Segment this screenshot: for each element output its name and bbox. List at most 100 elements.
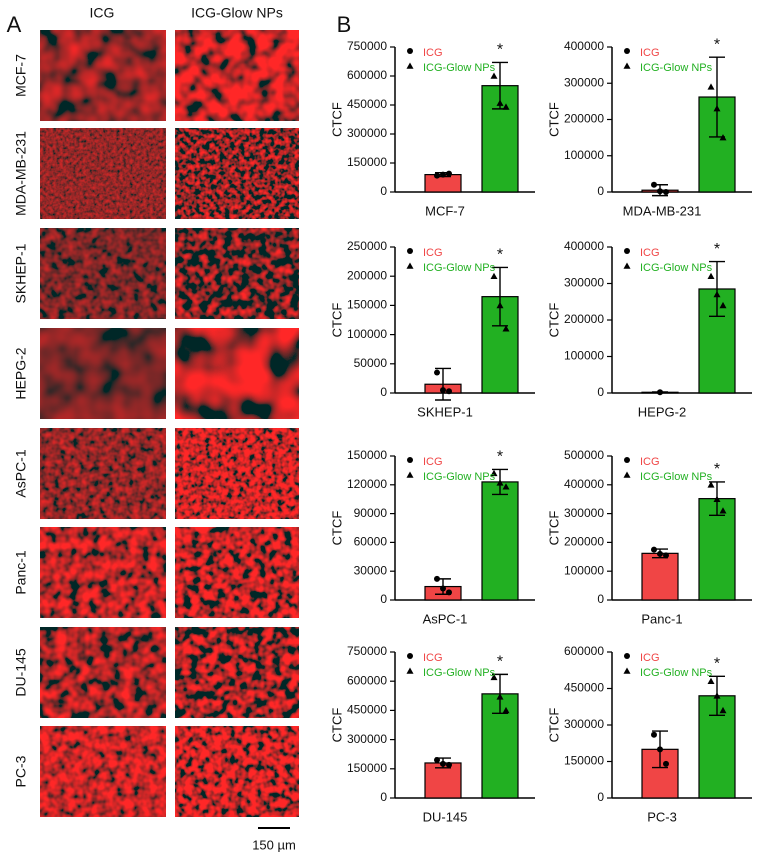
legend-marker: [407, 653, 413, 659]
y-tick-label: 400000: [564, 239, 604, 253]
micrograph: [40, 428, 166, 519]
annotation: *: [714, 656, 720, 673]
micrograph: [40, 726, 166, 817]
micrograph: [40, 128, 166, 219]
data-point: [490, 673, 498, 681]
data-point: [434, 575, 440, 582]
column-header: ICG: [90, 5, 115, 21]
bar: [424, 762, 462, 799]
legend-label: ICG-Glow NPs: [640, 262, 713, 274]
data-point: [663, 189, 669, 195]
row-label: PC-3: [13, 755, 29, 787]
legend-label: ICG: [640, 47, 660, 59]
annotation: *: [714, 36, 720, 53]
x-axis-title: MDA-MB-231: [623, 203, 702, 218]
y-tick-label: 150000: [347, 448, 387, 462]
data-point: [496, 301, 504, 309]
data-point: [446, 388, 452, 395]
data-point: [651, 546, 657, 553]
y-tick-label: 0: [597, 592, 604, 606]
legend-label: ICG-Glow NPs: [423, 262, 496, 274]
data-point: [713, 105, 721, 112]
data-point: [657, 746, 663, 753]
data-point: [490, 272, 498, 279]
x-axis-title: DU-145: [423, 809, 468, 824]
y-tick-label: 450000: [347, 97, 387, 111]
y-tick-label: 0: [380, 790, 387, 804]
y-axis-title: CTCF: [546, 511, 561, 546]
x-axis-title: AsPC-1: [423, 611, 468, 626]
y-tick-label: 600000: [347, 673, 387, 687]
annotation: *: [714, 241, 720, 258]
annotation: *: [497, 42, 503, 59]
data-point: [713, 495, 721, 502]
y-tick-label: 50000: [354, 356, 388, 370]
micrograph: [40, 328, 166, 419]
panel-label: B: [337, 12, 352, 37]
y-tick-label: 0: [597, 184, 604, 198]
y-tick-label: 500000: [564, 448, 604, 462]
micrograph: [175, 30, 299, 121]
y-axis-title: CTCF: [329, 102, 344, 137]
y-axis-title: CTCF: [329, 303, 344, 338]
row-label: Panc-1: [13, 550, 29, 595]
legend-marker: [623, 667, 631, 674]
data-point: [434, 369, 440, 376]
micrograph: [175, 527, 299, 618]
data-point: [446, 170, 452, 177]
legend-marker: [406, 262, 414, 269]
panel-label: A: [7, 12, 22, 37]
micrograph: [175, 328, 299, 419]
x-axis-title: HEPG-2: [638, 404, 686, 419]
legend-label: ICG-Glow NPs: [423, 62, 496, 74]
micrograph: [175, 627, 299, 718]
y-tick-label: 60000: [354, 535, 388, 549]
legend-marker: [624, 248, 630, 254]
column-header: ICG-Glow NPs: [191, 5, 283, 21]
data-point: [446, 589, 452, 596]
y-tick-label: 300000: [564, 717, 604, 731]
legend-marker: [624, 653, 630, 659]
row-label: AsPC-1: [13, 449, 29, 497]
data-point: [496, 99, 504, 106]
data-point: [707, 272, 715, 279]
y-tick-label: 90000: [354, 506, 388, 520]
data-point: [651, 181, 657, 188]
legend-label: ICG-Glow NPs: [423, 667, 496, 679]
data-point: [663, 760, 669, 767]
micrograph: [175, 128, 299, 219]
y-tick-label: 750000: [347, 644, 387, 658]
micrograph: [40, 527, 166, 618]
y-tick-label: 0: [380, 385, 387, 399]
annotation: *: [714, 461, 720, 478]
y-tick-label: 400000: [564, 477, 604, 491]
data-point: [502, 103, 510, 110]
y-tick-label: 600000: [347, 68, 387, 82]
legend-marker: [623, 62, 631, 69]
data-point: [707, 83, 715, 90]
legend-marker: [406, 667, 414, 674]
data-point: [440, 171, 446, 178]
y-tick-label: 300000: [347, 732, 387, 746]
y-tick-label: 30000: [354, 563, 388, 577]
bar: [641, 552, 679, 601]
data-point: [440, 585, 446, 592]
y-tick-label: 200000: [564, 312, 604, 326]
data-point: [657, 550, 663, 557]
legend-label: ICG: [423, 247, 443, 259]
annotation: *: [497, 449, 503, 466]
data-point: [496, 693, 504, 700]
x-axis-title: PC-3: [647, 809, 677, 824]
y-axis-title: CTCF: [329, 511, 344, 546]
data-point: [490, 72, 498, 79]
y-tick-label: 300000: [564, 506, 604, 520]
x-axis-title: MCF-7: [425, 203, 465, 218]
micrograph: [40, 30, 166, 121]
y-tick-label: 200000: [347, 268, 387, 282]
micrograph: [175, 428, 299, 519]
y-tick-label: 300000: [564, 75, 604, 89]
y-tick-label: 200000: [564, 535, 604, 549]
legend-marker: [407, 248, 413, 254]
data-point: [502, 483, 510, 490]
y-tick-label: 450000: [347, 703, 387, 717]
